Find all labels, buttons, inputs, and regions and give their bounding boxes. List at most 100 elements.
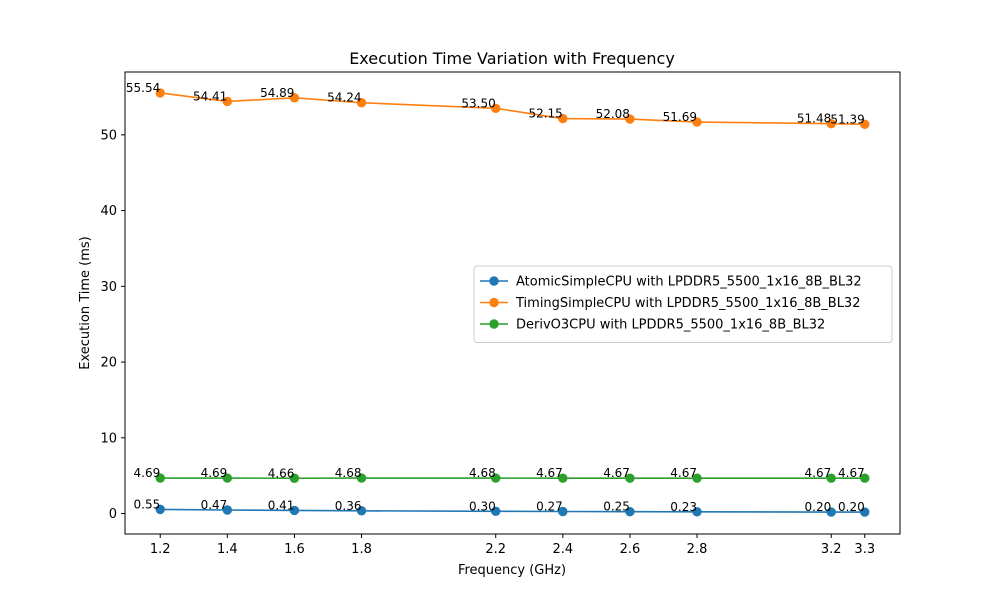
legend-box xyxy=(473,265,893,343)
legend-label: AtomicSimpleCPU with LPDDR5_5500_1x16_8B… xyxy=(516,275,862,290)
x-tick-label: 2.8 xyxy=(687,542,708,557)
data-point xyxy=(625,114,635,124)
legend-label: DerivO3CPU with LPDDR5_5500_1x16_8B_BL32 xyxy=(516,318,825,333)
series-layer: 0.55 0.47 0.41 0.36 0.30 0.27 0.25 0.23 0.20 0.20… xyxy=(126,81,870,517)
data-point xyxy=(558,113,568,124)
data-point xyxy=(692,507,702,517)
data-label: 0.25 xyxy=(603,500,630,514)
data-label: 0.36 xyxy=(335,499,362,513)
data-point xyxy=(692,117,702,127)
x-axis-title: Frequency (GHz) xyxy=(458,563,566,578)
data-point xyxy=(491,473,501,483)
x-tick-label: 1.4 xyxy=(217,542,238,557)
x-tick-label: 3.2 xyxy=(821,542,842,557)
data-label: 0.55 xyxy=(134,497,161,511)
data-point xyxy=(289,473,300,483)
y-tick-label: 30 xyxy=(100,280,117,295)
series-line xyxy=(160,92,865,126)
data-label: 4.67 xyxy=(805,466,832,480)
data-point xyxy=(222,96,233,107)
y-tick-label: 40 xyxy=(100,204,117,219)
y-tick-label: 0 xyxy=(109,507,117,522)
data-point xyxy=(289,93,300,103)
data-point xyxy=(356,506,367,516)
data-point xyxy=(826,473,836,483)
data-label: 54.41 xyxy=(193,89,227,103)
x-tick-label: 1.2 xyxy=(150,542,171,557)
legend-item: TimingSimpleCPU with LPDDR5_5500_1x16_8B… xyxy=(480,296,860,311)
legend-marker xyxy=(489,319,499,329)
data-label: 0.30 xyxy=(469,499,496,513)
data-label: 0.23 xyxy=(670,500,697,514)
data-label: 4.69 xyxy=(134,466,161,480)
data-label: 0.47 xyxy=(201,498,228,512)
data-point xyxy=(558,506,568,517)
x-tick-label: 2.6 xyxy=(620,542,641,557)
legend-marker xyxy=(489,276,499,286)
data-point xyxy=(860,473,870,483)
data-label: 54.89 xyxy=(260,86,294,100)
x-tick-label: 1.6 xyxy=(284,542,305,557)
data-label: 4.68 xyxy=(335,466,362,480)
data-label: 4.66 xyxy=(268,466,295,480)
data-point xyxy=(826,507,836,517)
data-point xyxy=(356,98,367,108)
data-label: 4.68 xyxy=(469,466,496,480)
y-axis-title: Execution Time (ms) xyxy=(78,236,93,369)
data-point xyxy=(491,506,501,516)
data-label: 51.39 xyxy=(830,112,864,126)
data-label: 0.27 xyxy=(536,500,563,514)
series-2: 55.54 54.41 54.89 54.24 53.50 52.15 52.08 51.69… xyxy=(126,81,870,130)
x-tick-label: 1.8 xyxy=(351,542,372,557)
data-point xyxy=(625,506,635,517)
data-label: 55.54 xyxy=(126,81,160,95)
data-label: 54.24 xyxy=(327,91,361,105)
x-tick-label: 2.4 xyxy=(552,542,573,557)
series-1: 0.55 0.47 0.41 0.36 0.30 0.27 0.25 0.23 0.20 0.20 xyxy=(134,497,870,517)
data-label: 52.15 xyxy=(528,107,562,121)
y-axis: 0 10 20 30 40 50 xyxy=(100,128,125,522)
data-point xyxy=(289,505,300,516)
data-label: 4.67 xyxy=(536,466,563,480)
data-point xyxy=(155,473,165,483)
data-label: 51.69 xyxy=(663,110,697,124)
data-point xyxy=(356,473,367,483)
data-point xyxy=(558,473,568,483)
plot-area-frame xyxy=(124,71,901,535)
legend: AtomicSimpleCPU with LPDDR5_5500_1x16_8B… xyxy=(473,265,893,343)
y-tick-label: 20 xyxy=(100,356,117,371)
data-point xyxy=(491,103,501,114)
legend-item: DerivO3CPU with LPDDR5_5500_1x16_8B_BL32 xyxy=(480,318,825,333)
series-3: 4.69 4.69 4.66 4.68 4.68 4.67 4.67 4.67 4.67 4.67 xyxy=(134,466,870,483)
data-label: 0.20 xyxy=(838,500,865,514)
x-axis: 1.2 1.4 1.6 1.8 2.2 2.4 2.6 2.8 3.2 3.3 xyxy=(150,534,875,557)
data-label: 51.48 xyxy=(797,112,831,126)
data-point xyxy=(860,507,870,517)
data-label: 4.67 xyxy=(838,466,865,480)
data-point xyxy=(222,505,233,515)
series-line xyxy=(160,508,865,513)
data-point xyxy=(155,504,165,515)
legend-marker xyxy=(489,297,499,308)
data-label: 52.08 xyxy=(596,107,630,121)
data-point xyxy=(826,118,836,129)
legend-item: AtomicSimpleCPU with LPDDR5_5500_1x16_8B… xyxy=(480,275,862,290)
legend-label: TimingSimpleCPU with LPDDR5_5500_1x16_8B… xyxy=(515,296,860,311)
data-point xyxy=(155,88,165,98)
data-label: 0.41 xyxy=(268,498,295,512)
x-tick-label: 2.2 xyxy=(485,542,506,557)
x-tick-label: 3.3 xyxy=(854,542,875,557)
data-label: 4.69 xyxy=(201,466,228,480)
data-label: 4.67 xyxy=(670,466,697,480)
y-tick-label: 10 xyxy=(100,431,117,446)
data-label: 53.50 xyxy=(461,96,495,110)
data-point xyxy=(692,473,702,483)
chart-title: Execution Time Variation with Frequency xyxy=(349,49,675,68)
y-tick-label: 50 xyxy=(100,128,117,143)
data-point xyxy=(860,119,870,130)
data-point xyxy=(222,473,233,483)
data-label: 0.20 xyxy=(805,500,832,514)
data-point xyxy=(625,473,635,483)
data-label: 4.67 xyxy=(603,466,630,480)
